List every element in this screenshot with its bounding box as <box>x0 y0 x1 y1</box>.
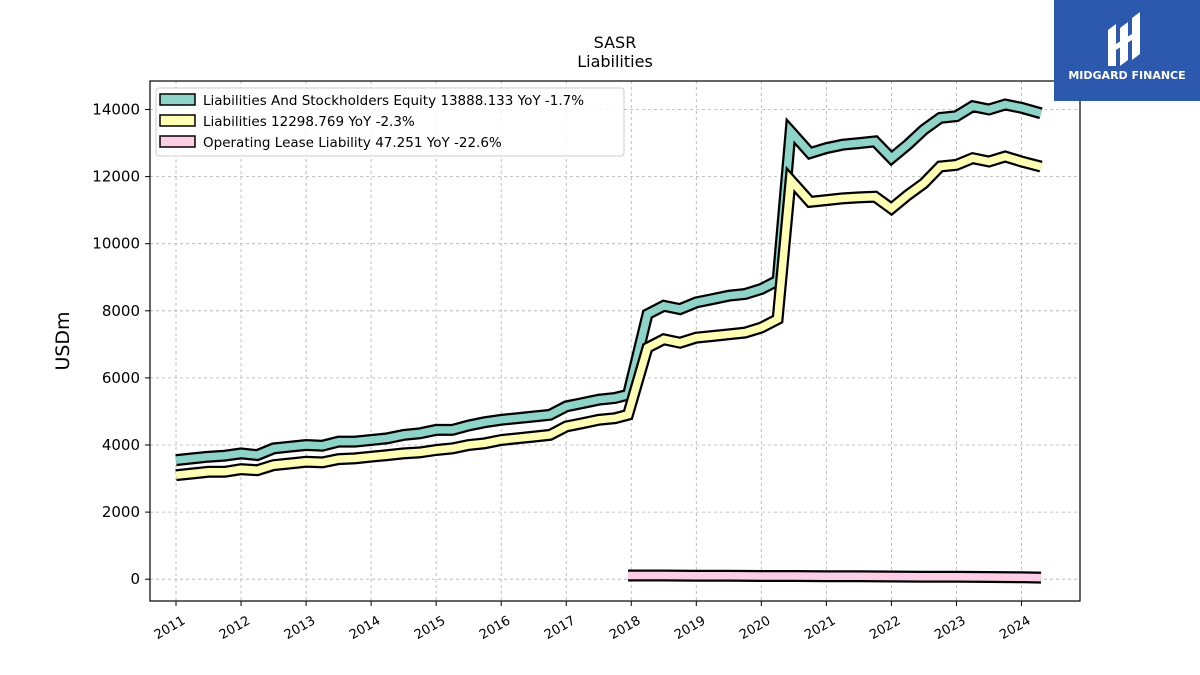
x-tick-label: 2011 <box>152 613 188 643</box>
x-tick-label: 2016 <box>477 613 513 643</box>
legend-box <box>155 87 625 157</box>
y-tick-label: 6000 <box>102 369 140 387</box>
x-tick-label: 2021 <box>802 613 838 643</box>
y-tick-label: 0 <box>130 570 140 588</box>
x-tick-label: 2013 <box>282 613 318 643</box>
x-tick-label: 2022 <box>867 613 903 643</box>
x-tick-label: 2019 <box>672 613 708 643</box>
y-tick-label: 12000 <box>92 168 140 186</box>
series-layer <box>175 98 1043 584</box>
y-tick-label: 14000 <box>92 101 140 119</box>
x-tick-label: 2014 <box>347 613 383 643</box>
chart-subtitle: Liabilities <box>577 52 653 71</box>
plot-frame <box>149 80 1081 602</box>
legend-swatch-lease <box>159 135 196 148</box>
y-axis-label: USDm <box>52 311 74 370</box>
x-tick-label: 2018 <box>607 613 643 643</box>
series-liabilities-and-stockholders-equity <box>175 98 1043 467</box>
chart-title: SASR <box>594 33 637 52</box>
y-tick-label: 2000 <box>102 503 140 521</box>
legend-entry-equity: Liabilities And Stockholders Equity 1388… <box>203 93 584 109</box>
x-tick-label: 2020 <box>737 613 773 643</box>
y-tick-label: 8000 <box>102 302 140 320</box>
series-line <box>175 100 1043 464</box>
x-tick-label: 2023 <box>932 613 968 643</box>
x-tick-label: 2017 <box>542 613 578 643</box>
series-line <box>175 152 1042 479</box>
grid <box>150 81 1080 601</box>
legend-entry-liabilities: Liabilities 12298.769 YoY -2.3% <box>203 114 415 130</box>
series-operating-lease-liability <box>628 569 1042 584</box>
x-tick-label: 2015 <box>412 613 448 643</box>
y-axis: 0 2000 4000 6000 8000 10000 12000 14000 <box>92 101 150 588</box>
y-tick-label: 4000 <box>102 436 140 454</box>
x-tick-label: 2012 <box>217 613 253 643</box>
x-axis: 2011 2012 2013 2014 2015 2016 2017 2018 2019 2020… <box>152 601 1033 643</box>
legend-swatch-liabilities <box>159 114 196 127</box>
series-line <box>628 571 1042 582</box>
legend: Liabilities And Stockholders Equity 1388… <box>155 87 625 157</box>
x-tick-label: 2024 <box>997 613 1033 643</box>
midgard-finance-logo: MIDGARD FINANCE <box>1054 0 1200 101</box>
legend-entry-lease: Operating Lease Liability 47.251 YoY -22… <box>203 135 502 151</box>
legend-swatch-equity <box>159 93 196 106</box>
logo-mark-icon <box>1108 12 1140 66</box>
logo-text: MIDGARD FINANCE <box>1068 69 1186 82</box>
y-tick-label: 10000 <box>92 235 140 253</box>
series-liabilities <box>175 150 1043 482</box>
